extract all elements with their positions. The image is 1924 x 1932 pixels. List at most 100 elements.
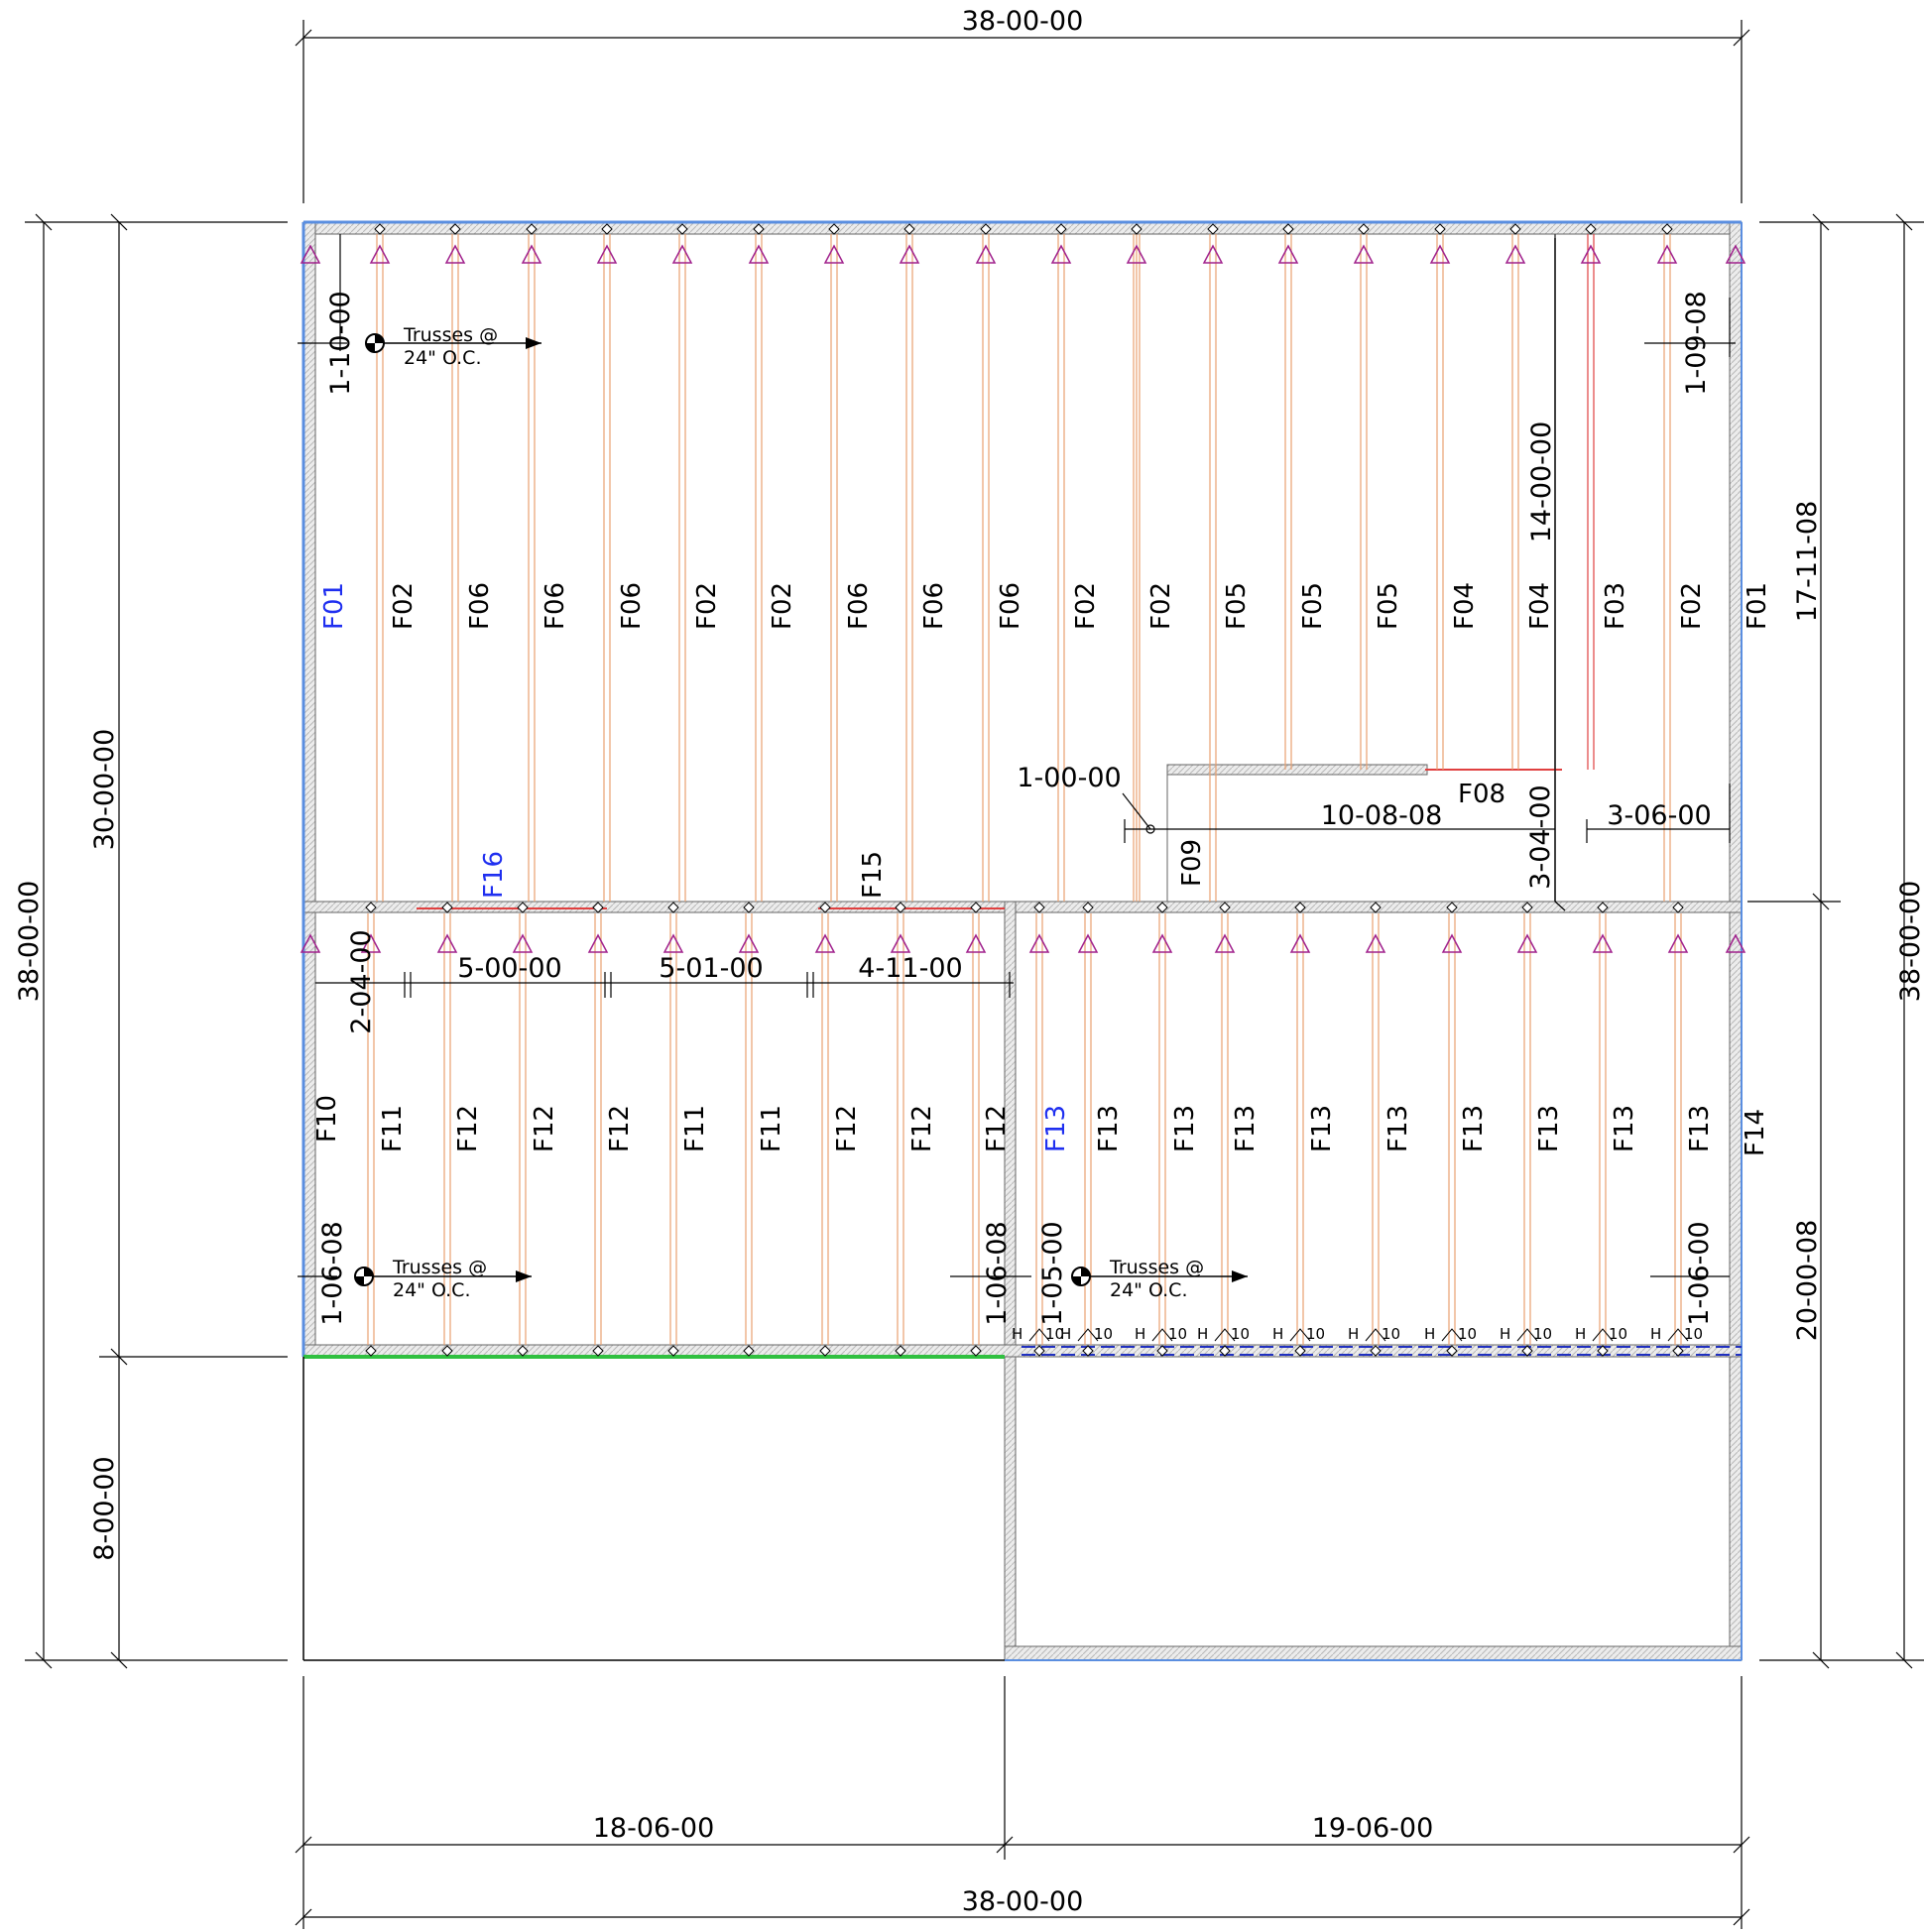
dim-label: 14-00-00 [1526,422,1557,543]
bearing-diamond-icon [1672,902,1684,913]
dim-left-upper: 30-00-00 [89,729,120,851]
truss-label: F01 [1743,582,1772,630]
truss-label: F04 [1450,582,1480,630]
bearing-triangle-icon [1592,933,1614,953]
bearing-triangle-icon [975,244,997,264]
spacing-note-text: Trusses @ [1109,1257,1204,1278]
bearing-diamond-icon [1294,902,1306,913]
truss-label: F11 [378,1105,408,1152]
bearing-diamond-icon [1219,902,1231,913]
bearing-triangle-icon [1580,244,1602,264]
bearing-triangle-icon [369,244,391,264]
bearing-diamond-icon [1434,223,1446,235]
bearing-diamond-icon [441,902,453,913]
bearing-diamond-icon [1131,223,1142,235]
bearing-diamond-icon [517,1345,529,1357]
truss-label: F02 [692,582,722,630]
bearing-diamond-icon [903,223,915,235]
dim-right-lower: 20-00-08 [1792,1220,1823,1342]
truss-label: F13 [1307,1105,1337,1152]
bearing-triangle-icon [360,933,382,953]
truss-label: F06 [996,582,1025,630]
truss-label: F11 [680,1105,710,1152]
bearing-triangle-icon [1667,933,1689,953]
truss-label: F06 [541,582,570,630]
lower-truss-labels: F10 F11 F12 F12 F12 F11 F11 F12 F12 F12 … [312,1095,1770,1156]
hanger-label: H [1135,1325,1145,1343]
dim-label: 1-06-08 [982,1221,1013,1325]
wall-left-upper [302,221,316,1358]
dim-label: 1-00-00 [1017,763,1121,793]
bearing-diamond-icon [1521,1345,1533,1357]
hanger-icon [1289,1328,1311,1342]
hanger-label: H [1060,1325,1071,1343]
hanger-label: H [1500,1325,1510,1343]
bearing-triangle-icon [1353,244,1375,264]
bearing-diamond-icon [1055,223,1067,235]
bearing-diamond-icon [1370,902,1382,913]
truss-label: F13 [1610,1105,1639,1152]
truss-label-f16: F16 [479,851,509,899]
bearing-diamond-icon [449,223,461,235]
dim-label: 5-01-00 [659,953,763,984]
bearing-diamond-icon [676,223,688,235]
bearing-triangle-icon [823,244,845,264]
wall-top [302,221,1743,235]
bearing-triangle-icon [596,244,618,264]
bearing-triangle-icon [587,933,609,953]
upper-truss-labels: F01 F02 F06 F06 F06 F02 F02 F06 F06 F06 … [319,582,1772,630]
hanger-label: H [1575,1325,1586,1343]
bearing-diamond-icon [374,223,386,235]
truss-label: F13 [1041,1105,1071,1152]
bearing-diamond-icon [1156,1345,1168,1357]
truss-label: F12 [982,1105,1012,1152]
bearing-triangle-icon [1277,244,1299,264]
hanger-icon [1151,1328,1173,1342]
arrow-icon [1232,1270,1248,1282]
dim-label: 2-04-00 [346,929,377,1033]
wall-right [1729,221,1743,1661]
truss-label: F02 [389,582,419,630]
hanger-label: H [1272,1325,1283,1343]
bearing-triangle-icon [662,933,684,953]
truss-label: F14 [1741,1109,1770,1156]
truss-label: F01 [319,582,349,630]
dimension-labels: 38-00-00 38-00-00 18-06-00 19-06-00 38-0… [14,6,1924,1917]
bearing-triangle-icon [1441,933,1463,953]
arrow-icon [516,1270,532,1282]
dim-label: 1-06-08 [317,1221,348,1325]
truss-label: F06 [617,582,647,630]
truss-label: F03 [1601,582,1630,630]
bearing-diamond-icon [1672,1345,1684,1357]
hanger-label: H [1650,1325,1661,1343]
bearing-diamond-icon [1082,902,1094,913]
truss-label: F02 [768,582,797,630]
bearing-diamond-icon [1661,223,1673,235]
bearing-diamond-icon [970,1345,982,1357]
bearing-diamond-icon [667,902,679,913]
spacing-note-text: 24" O.C. [1110,1279,1188,1301]
spacing-note-text: Trusses @ [403,324,498,346]
bearing-diamond-icon [743,902,755,913]
truss-label: F13 [1459,1105,1489,1152]
hanger-size: 10 [1684,1325,1703,1343]
bearing-triangle-icon [890,933,911,953]
bearing-triangle-icon [300,244,321,264]
truss-label: F10 [312,1095,342,1143]
bearing-diamond-icon [895,902,906,913]
hanger-label: H [1197,1325,1208,1343]
truss-label: F05 [1222,582,1252,630]
bearing-triangle-icon [814,933,836,953]
hanger-icon [1214,1328,1236,1342]
truss-label: F02 [1677,582,1707,630]
bearing-diamond-icon [895,1345,906,1357]
bearing-diamond-icon [1219,1345,1231,1357]
bearing-diamond-icon [592,1345,604,1357]
dim-bottom-overall: 38-00-00 [962,1886,1084,1917]
bearing-diamond-icon [365,902,377,913]
bearing-triangle-icon [1028,933,1050,953]
bearing-triangle-icon [965,933,987,953]
bearing-diamond-icon [1509,223,1521,235]
truss-label: F04 [1525,582,1555,630]
truss-label-f09: F09 [1177,839,1207,887]
